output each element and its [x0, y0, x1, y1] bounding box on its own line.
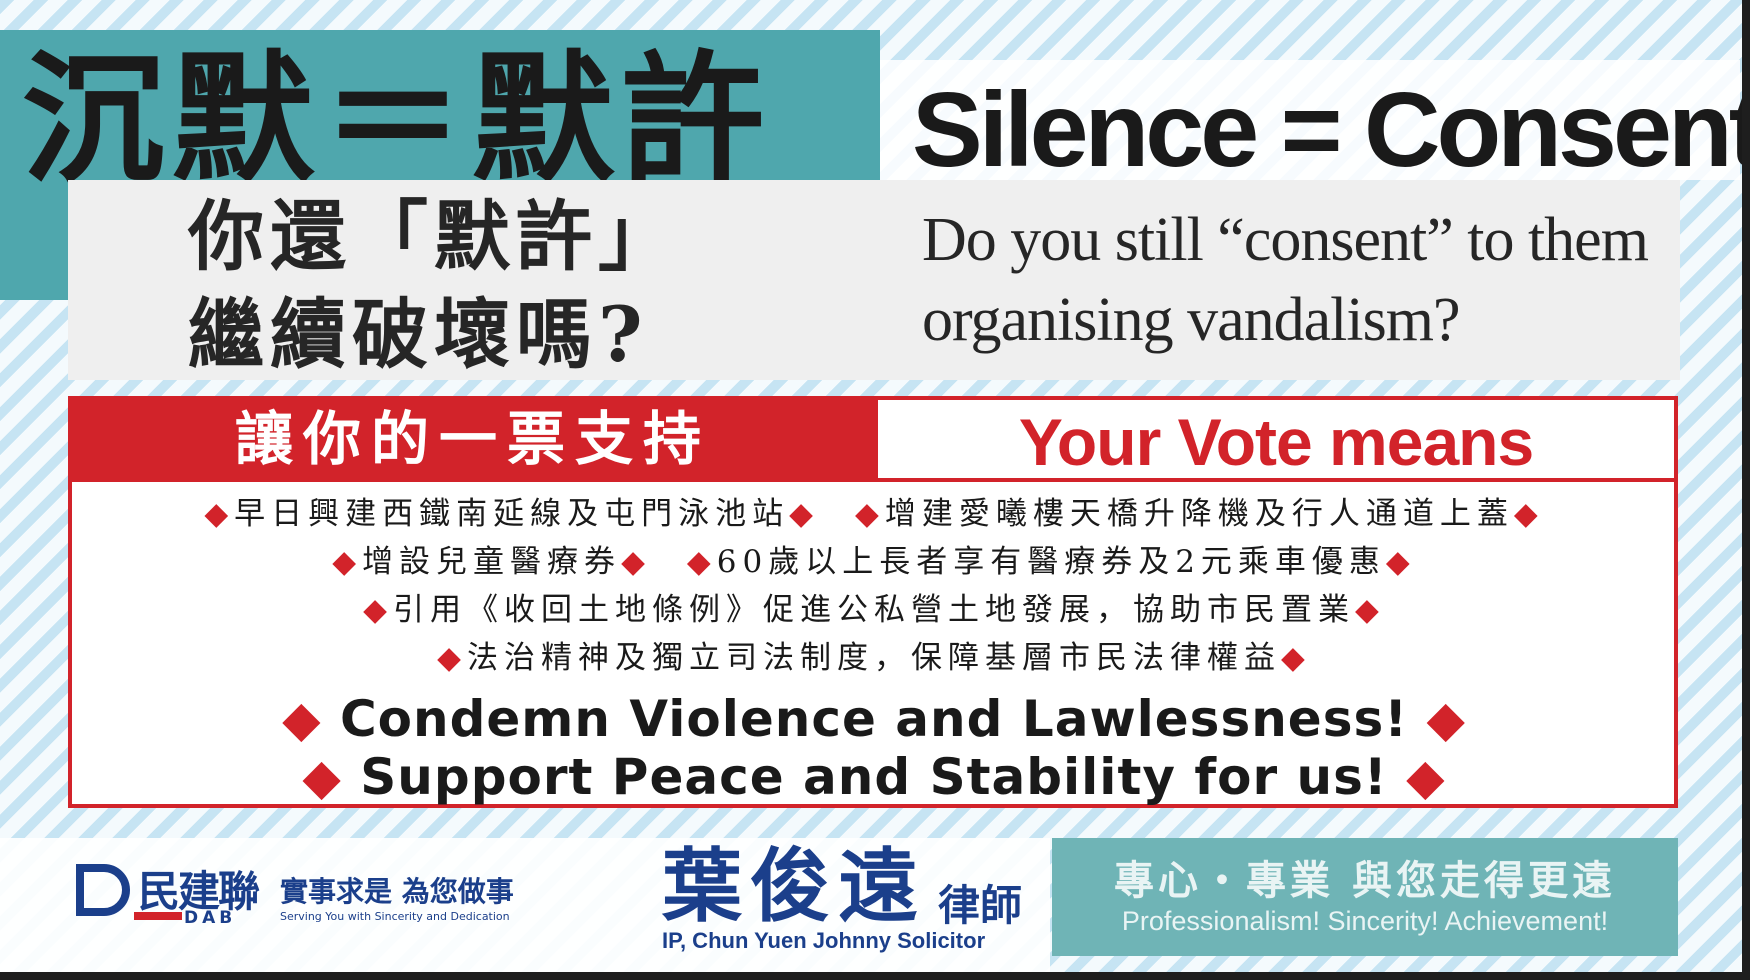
diamond-icon: ◆ — [282, 690, 322, 748]
dab-logo-stripe — [134, 912, 182, 920]
diamond-icon: ◆ — [1513, 496, 1544, 532]
diamond-icon: ◆ — [204, 496, 235, 532]
diamond-icon: ◆ — [789, 496, 819, 532]
diamond-icon: ◆ — [363, 592, 393, 628]
diamond-icon: ◆ — [686, 544, 717, 580]
tagline-box — [1052, 838, 1678, 956]
pledge-row: ◆法治精神及獨立司法制度，保障基層市民法律權益◆ — [74, 634, 1674, 682]
diamond-icon: ◆ — [621, 544, 651, 580]
pledge-item: 法治精神及獨立司法制度，保障基層市民法律權益 — [467, 640, 1281, 676]
pledge-row: ◆早日興建西鐵南延線及屯門泳池站◆ ◆增建愛曦樓天橋升降機及行人通道上蓋◆ — [74, 490, 1674, 538]
diamond-icon: ◆ — [437, 640, 467, 676]
pledge-item: 增建愛曦樓天橋升降機及行人通道上蓋 — [884, 496, 1514, 532]
dab-logo: 民建聯 DAB — [76, 864, 266, 928]
vote-header-red-bar — [68, 396, 878, 482]
footer-background — [0, 838, 1050, 980]
vote-header-english: Your Vote means — [1018, 405, 1534, 479]
party-motto-english: Serving You with Sincerity and Dedicatio… — [280, 910, 510, 923]
title-english: Silence = Consent — [912, 71, 1750, 189]
tagline-chinese: 專心・專業 與您走得更遠 — [1114, 857, 1616, 904]
pledge-item: 增設兒童醫療券 — [362, 544, 622, 580]
question-chinese: 你還「默許」 繼續破壞嗎? — [188, 192, 680, 379]
diamond-icon: ◆ — [332, 544, 363, 580]
pledge-row: ◆引用《收回土地條例》促進公私營土地發展，協助市民置業◆ — [74, 586, 1674, 634]
pledge-item: 引用《收回土地條例》促進公私營土地發展，協助市民置業 — [393, 592, 1355, 628]
diamond-icon: ◆ — [1385, 544, 1416, 580]
pledge-item: 早日興建西鐵南延線及屯門泳池站 — [234, 496, 790, 532]
title-en-background — [880, 60, 1740, 180]
scan-edge-right — [1742, 0, 1750, 980]
dab-logo-icon — [76, 864, 130, 916]
candidate-name-chinese: 葉俊遠 — [662, 839, 926, 933]
diamond-icon: ◆ — [1281, 640, 1311, 676]
party-motto-chinese: 實事求是 為您做事 — [280, 875, 514, 908]
question-panel — [68, 180, 1680, 380]
pledge-list: ◆早日興建西鐵南延線及屯門泳池站◆ ◆增建愛曦樓天橋升降機及行人通道上蓋◆ ◆增設… — [74, 490, 1674, 682]
pledge-row: ◆增設兒童醫療券◆ ◆60歲以上長者享有醫療券及2元乘車優惠◆ — [74, 538, 1674, 586]
vote-header-chinese: 讓你的一票支持 — [234, 405, 711, 473]
diamond-icon: ◆ — [1426, 690, 1466, 748]
diamond-icon: ◆ — [855, 496, 885, 532]
slogan-support: ◆ Support Peace and Stability for us! ◆ — [302, 748, 1446, 806]
dab-logo-english: DAB — [184, 908, 237, 928]
tagline-english: Professionalism! Sincerity! Achievement! — [1121, 906, 1609, 936]
diamond-icon: ◆ — [1406, 748, 1446, 806]
candidate-name-english: IP, Chun Yuen Johnny Solicitor — [662, 928, 986, 953]
slogan-list: ◆ Condemn Violence and Lawlessness! ◆ ◆ … — [74, 690, 1674, 806]
pledge-item: 60歲以上長者享有醫療券及2元乘車優惠 — [716, 544, 1386, 580]
question-english: Do you still “consent” to them organisin… — [922, 206, 1649, 354]
slogan-condemn: ◆ Condemn Violence and Lawlessness! ◆ — [282, 690, 1466, 748]
vote-header-white-bar — [878, 400, 1674, 482]
diamond-icon: ◆ — [1355, 592, 1385, 628]
scan-edge-bottom — [0, 972, 1750, 980]
diamond-icon: ◆ — [302, 748, 342, 806]
candidate-title-chinese: 律師 — [938, 881, 1023, 930]
dab-logo-chinese: 民建聯 — [138, 867, 260, 916]
title-chinese: 沉默＝默許 — [22, 37, 772, 203]
